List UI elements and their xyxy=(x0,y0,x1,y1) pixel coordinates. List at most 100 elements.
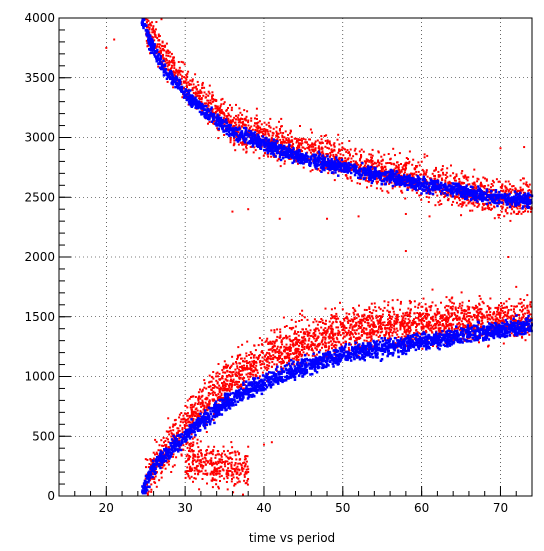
data-point xyxy=(145,39,148,42)
data-point xyxy=(355,317,358,320)
data-point xyxy=(201,394,204,397)
data-point xyxy=(314,149,317,152)
data-point xyxy=(230,465,233,468)
data-point xyxy=(522,188,524,191)
data-point xyxy=(162,436,165,439)
data-point xyxy=(407,307,410,310)
data-point xyxy=(327,327,330,330)
data-point xyxy=(368,315,371,318)
data-point xyxy=(269,130,272,133)
data-point xyxy=(490,183,493,185)
data-point xyxy=(273,156,276,158)
data-point xyxy=(431,331,434,334)
data-point xyxy=(519,179,522,182)
data-point xyxy=(217,395,220,398)
data-point xyxy=(329,154,332,157)
data-point xyxy=(332,315,334,318)
data-point xyxy=(293,331,296,334)
data-point xyxy=(286,139,289,142)
data-point xyxy=(476,180,479,183)
data-point xyxy=(273,331,276,334)
data-point xyxy=(481,315,484,318)
data-point xyxy=(360,154,362,156)
data-point xyxy=(351,332,354,335)
data-point xyxy=(235,103,237,106)
data-point xyxy=(520,318,523,321)
data-point xyxy=(310,145,313,148)
data-point xyxy=(367,324,370,327)
data-point xyxy=(262,154,265,157)
data-point xyxy=(396,321,399,323)
data-point xyxy=(276,159,279,162)
data-point xyxy=(245,373,248,376)
data-point xyxy=(307,333,310,336)
data-point xyxy=(434,304,437,307)
data-point xyxy=(287,137,290,140)
data-point xyxy=(295,141,298,144)
data-point xyxy=(457,307,460,309)
data-point xyxy=(436,312,439,315)
data-point xyxy=(377,328,380,331)
data-point xyxy=(233,381,236,384)
data-point xyxy=(165,59,168,62)
data-point xyxy=(178,416,181,419)
data-point xyxy=(335,312,338,315)
data-point xyxy=(153,39,156,42)
data-point xyxy=(454,306,457,309)
data-point xyxy=(276,134,279,137)
data-point xyxy=(468,183,471,186)
data-point xyxy=(237,346,240,349)
data-point xyxy=(334,341,337,344)
data-point xyxy=(170,52,173,55)
data-point xyxy=(424,308,427,311)
data-point xyxy=(395,317,398,320)
data-point xyxy=(302,351,305,354)
data-point xyxy=(201,109,204,112)
data-point xyxy=(324,139,327,142)
data-point xyxy=(295,355,298,357)
data-point xyxy=(152,27,155,30)
data-point xyxy=(421,305,424,308)
data-point xyxy=(378,319,381,322)
data-point xyxy=(296,140,299,143)
data-point xyxy=(410,324,413,327)
data-point xyxy=(241,378,244,381)
data-point xyxy=(239,370,242,372)
data-point xyxy=(185,82,188,85)
data-point xyxy=(425,307,428,310)
data-point xyxy=(529,301,532,304)
data-point xyxy=(417,306,420,309)
data-point xyxy=(457,204,460,207)
data-point xyxy=(477,319,480,322)
data-point xyxy=(438,203,441,206)
data-point xyxy=(382,309,385,312)
data-point xyxy=(517,190,520,193)
data-point xyxy=(279,351,282,354)
data-point xyxy=(415,326,417,329)
data-point xyxy=(434,327,437,330)
data-point xyxy=(300,143,303,146)
data-point xyxy=(219,458,222,461)
data-point xyxy=(500,187,503,189)
data-point xyxy=(452,323,455,326)
data-point xyxy=(371,315,374,318)
data-point xyxy=(314,333,317,336)
data-point xyxy=(502,203,505,206)
data-point xyxy=(508,183,511,186)
data-point xyxy=(530,190,533,193)
data-point xyxy=(444,318,447,321)
data-point xyxy=(502,312,505,314)
data-point xyxy=(498,322,501,325)
data-point xyxy=(190,414,193,417)
data-point xyxy=(229,139,232,142)
data-point xyxy=(514,187,517,190)
data-point xyxy=(494,318,497,321)
data-point xyxy=(476,311,479,314)
data-point xyxy=(293,137,296,140)
data-point xyxy=(444,174,447,176)
data-point xyxy=(164,45,166,48)
data-point xyxy=(339,301,341,304)
data-point xyxy=(452,172,455,175)
data-point xyxy=(146,18,149,21)
data-point xyxy=(401,323,404,326)
